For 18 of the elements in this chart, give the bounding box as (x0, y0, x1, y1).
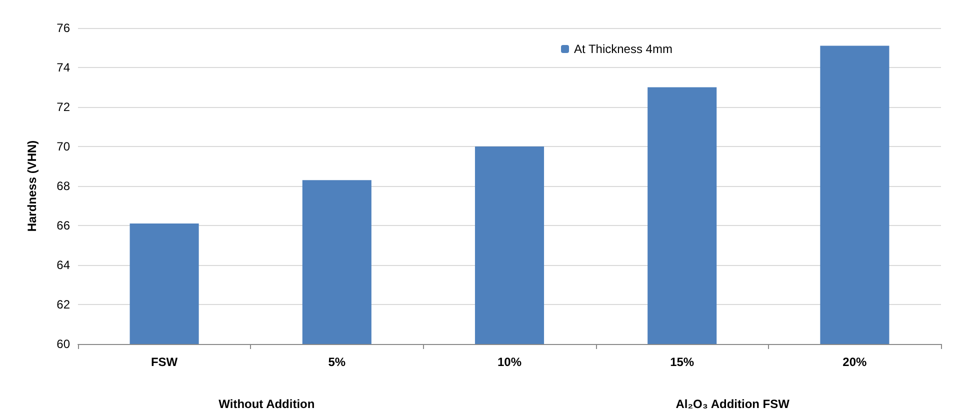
x-tick-label: FSW (150, 355, 178, 369)
x-tick-label: 20% (842, 355, 868, 369)
y-tick-label: 68 (56, 179, 70, 193)
text: Al₂O₃ Addition FSW (676, 397, 790, 411)
y-tick-label: 76 (56, 21, 70, 35)
y-tick-label: 74 (56, 60, 70, 74)
y-axis-title: Hardness (VHN) (25, 140, 39, 232)
x-tick-label: 15% (670, 355, 694, 369)
y-tick-label: 64 (56, 258, 70, 272)
y-tick-label: 62 (56, 298, 70, 312)
y-tick-label: 66 (56, 218, 70, 232)
text: Without Addition (218, 397, 315, 411)
x-tick-label: 5% (328, 355, 346, 369)
legend-label: At Thickness 4mm (574, 42, 672, 56)
y-tick-label: 60 (56, 337, 70, 351)
x-tick-label: 10% (497, 355, 522, 369)
y-tick-label: 72 (56, 100, 70, 114)
y-tick-label: 70 (56, 140, 70, 154)
